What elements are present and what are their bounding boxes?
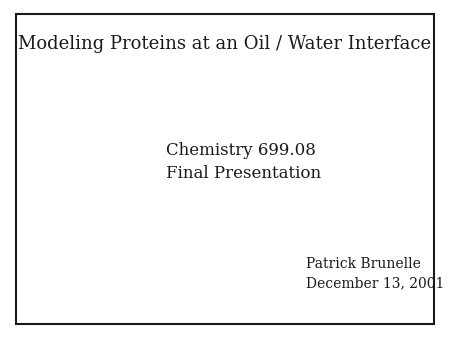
Text: Patrick Brunelle
December 13, 2001: Patrick Brunelle December 13, 2001 [306,257,445,291]
Text: Modeling Proteins at an Oil / Water Interface: Modeling Proteins at an Oil / Water Inte… [18,35,432,53]
Text: Chemistry 699.08
Final Presentation: Chemistry 699.08 Final Presentation [166,142,322,183]
